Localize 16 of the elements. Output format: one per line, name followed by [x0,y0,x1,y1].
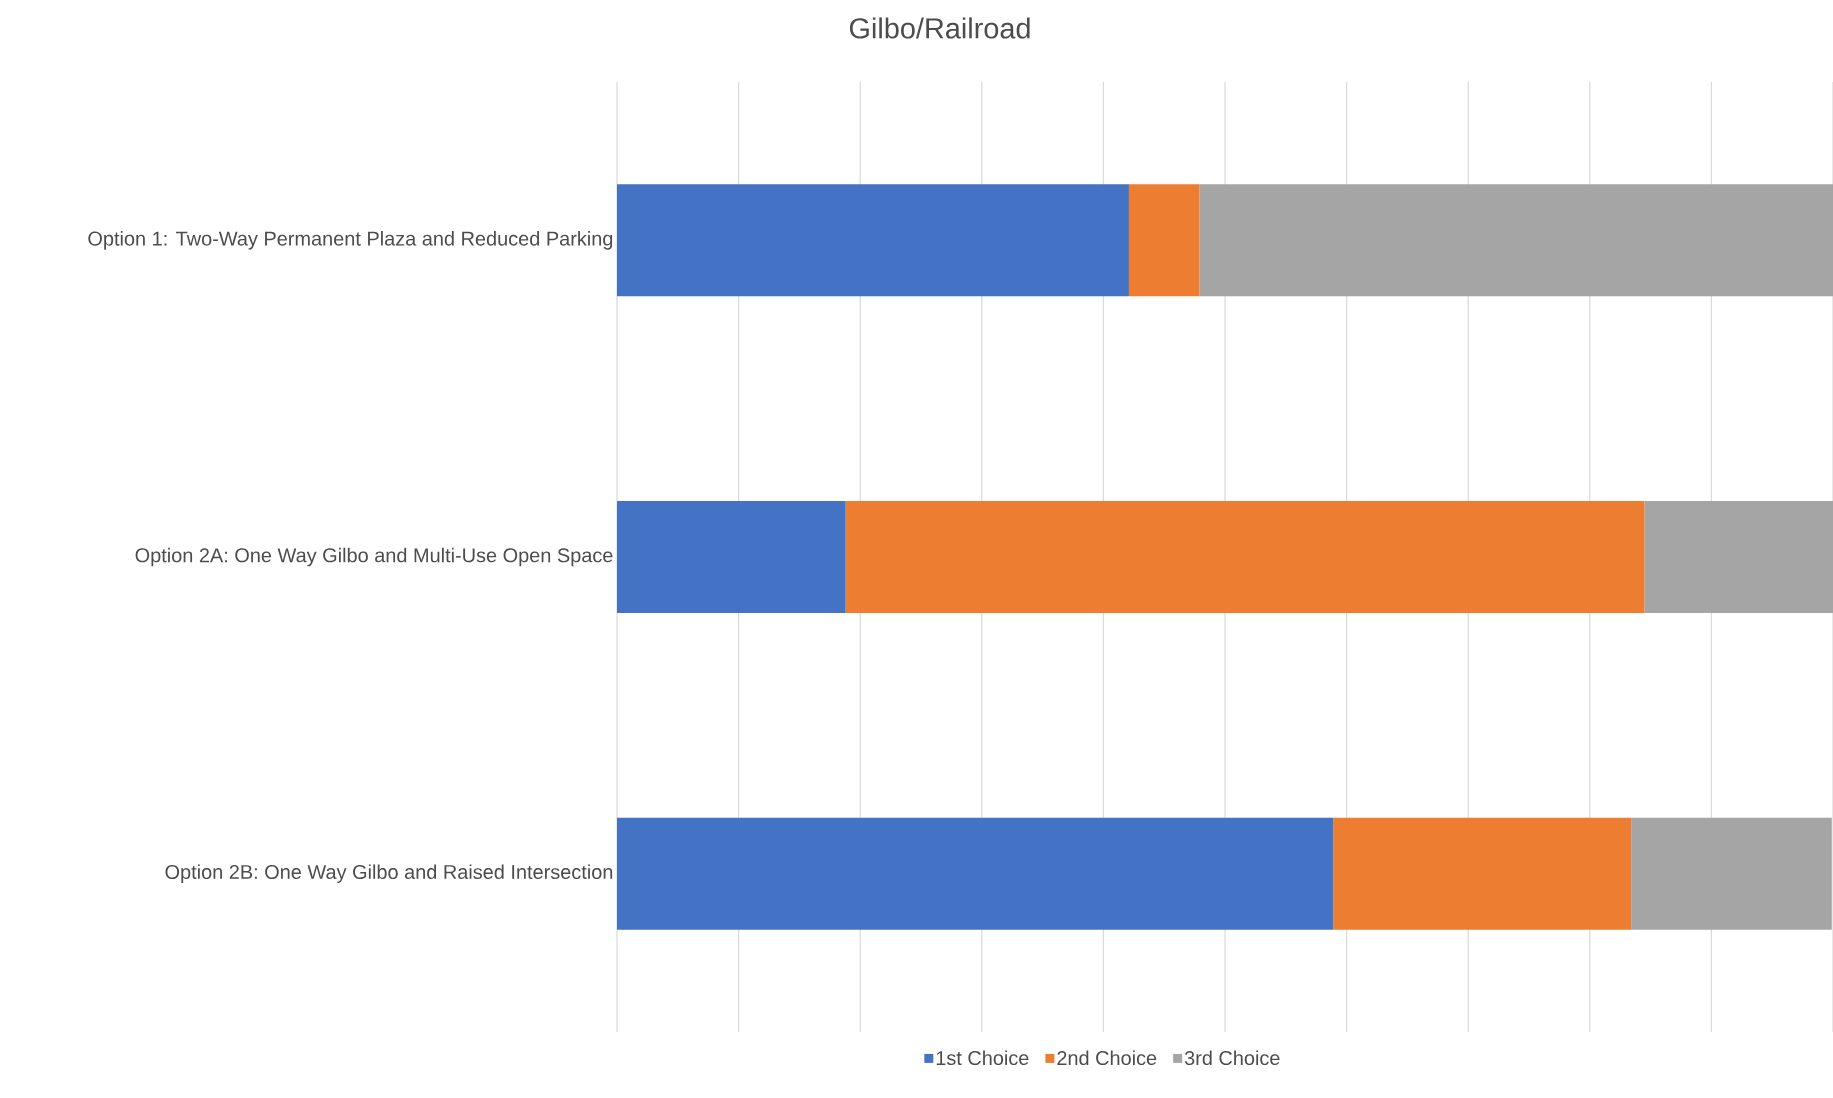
y-tick-label: Option 1: Two-Way Permanent Plaza and Reduced Parking [88,231,613,250]
bar [1128,184,1200,297]
y-tick-label: Option 2B: One Way Gilbo and Raised Intersection [165,864,613,883]
y-tick-label: Option 2A: One Way Gilbo and Multi-Use Open Space [135,547,613,567]
legend-label: 2nd Choice [1057,1050,1157,1066]
bar [617,817,1334,930]
bar [1199,184,1833,297]
bar [617,501,846,614]
bar [1644,501,1833,614]
legend-label: 1st Choice [936,1050,1029,1066]
bar [845,501,1645,614]
bar [617,184,1129,297]
legend-label: 3rd Choice [1184,1050,1280,1066]
chart-title: Gilbo/Railroad [849,17,1030,39]
bar [1333,817,1632,930]
bar [1631,817,1832,930]
